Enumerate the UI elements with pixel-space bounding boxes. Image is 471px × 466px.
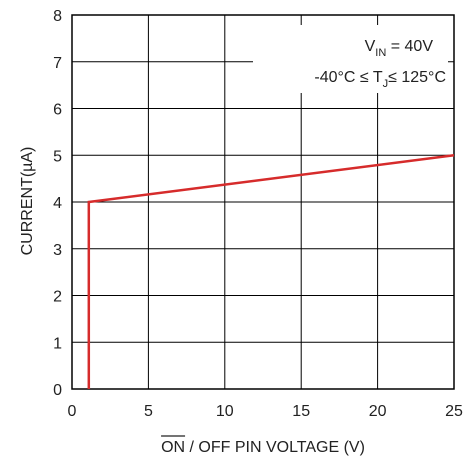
x-tick-label-5: 25	[445, 403, 463, 420]
y-tick-label-8: 8	[53, 8, 62, 25]
svg-text:ON / OFF PIN VOLTAGE (V): ON / OFF PIN VOLTAGE (V)	[161, 439, 365, 456]
y-tick-labels: 0 1 2 3 4 5 6 7 8	[53, 8, 62, 399]
y-tick-label-6: 6	[53, 102, 62, 119]
series-group	[87, 154, 455, 389]
plot-frame	[71, 14, 455, 390]
annotation-tj: -40°C ≤ TJ≤ 125°C	[314, 69, 446, 90]
x-axis-label-rest: / OFF PIN VOLTAGE (V)	[185, 439, 365, 456]
x-tick-label-2: 10	[216, 403, 234, 420]
series-line-0	[87, 154, 455, 389]
x-tick-labels: 0 5 10 15 20 25	[68, 403, 463, 420]
x-tick-label-4: 20	[369, 403, 387, 420]
annotation-background	[253, 25, 448, 93]
y-axis-label: CURRENT(µA)	[19, 147, 36, 256]
x-tick-label-0: 0	[68, 403, 77, 420]
x-tick-label-1: 5	[144, 403, 153, 420]
y-tick-label-5: 5	[53, 148, 62, 165]
y-tick-label-3: 3	[53, 242, 62, 259]
y-tick-label-7: 7	[53, 55, 62, 72]
x-axis-label-overlined: ON	[161, 439, 185, 456]
x-tick-label-3: 15	[292, 403, 310, 420]
y-tick-label-4: 4	[53, 195, 62, 212]
y-tick-label-1: 1	[53, 335, 62, 352]
x-axis-label: ON / OFF PIN VOLTAGE (V)	[161, 435, 365, 456]
y-tick-label-2: 2	[53, 289, 62, 306]
annotation-vin: VIN = 40V	[365, 38, 434, 59]
annotation-box: VIN = 40V -40°C ≤ TJ≤ 125°C	[253, 25, 448, 93]
y-tick-label-0: 0	[53, 382, 62, 399]
